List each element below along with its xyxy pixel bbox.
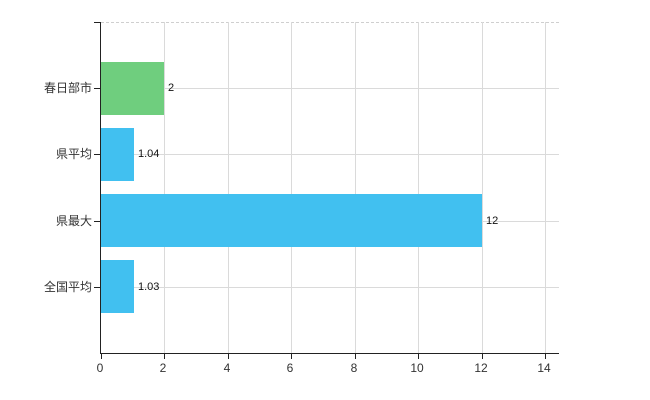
bar-value-label: 1.04 — [138, 148, 160, 160]
x-axis-tick — [228, 354, 229, 359]
x-axis-tick — [418, 354, 419, 359]
x-axis-tick — [355, 354, 356, 359]
vertical-gridline — [291, 22, 292, 353]
plot-area: 2 1.04 12 1.03 — [94, 22, 559, 359]
x-tick-label: 4 — [223, 361, 231, 375]
vertical-gridline — [418, 22, 419, 353]
horizontal-gridline — [101, 88, 559, 89]
category-label: 県平均 — [55, 147, 92, 161]
x-tick-label: 14 — [537, 361, 551, 375]
bar — [101, 260, 134, 313]
x-axis-tick — [482, 354, 483, 359]
bar — [101, 128, 134, 181]
bar-value-label: 2 — [168, 82, 175, 94]
x-axis-tick — [101, 354, 102, 359]
y-axis-tick — [94, 221, 100, 222]
vertical-gridline — [545, 22, 546, 353]
x-tick-label: 0 — [96, 361, 104, 375]
x-axis-tick — [545, 354, 546, 359]
bar — [101, 62, 164, 115]
bar-value-label: 1.03 — [138, 281, 160, 293]
y-axis-tick — [94, 287, 100, 288]
x-axis-tick — [291, 354, 292, 359]
bar-value-label: 12 — [486, 215, 499, 227]
horizontal-gridline — [101, 287, 559, 288]
horizontal-gridline — [101, 154, 559, 155]
x-tick-label: 8 — [350, 361, 358, 375]
x-axis-tick — [164, 354, 165, 359]
y-axis-tick — [94, 22, 100, 23]
vertical-gridline — [355, 22, 356, 353]
x-tick-label: 12 — [474, 361, 488, 375]
x-tick-label: 2 — [159, 361, 167, 375]
y-axis-tick — [94, 154, 100, 155]
bar — [101, 194, 482, 247]
category-label: 全国平均 — [43, 280, 92, 294]
y-axis-tick — [94, 88, 100, 89]
category-label: 春日部市 — [43, 81, 92, 95]
x-tick-label: 10 — [410, 361, 424, 375]
category-label: 県最大 — [55, 214, 92, 228]
vertical-gridline — [164, 22, 165, 353]
vertical-gridline — [482, 22, 483, 353]
plot-top-border — [101, 22, 559, 23]
vertical-gridline — [228, 22, 229, 353]
x-tick-label: 6 — [286, 361, 294, 375]
